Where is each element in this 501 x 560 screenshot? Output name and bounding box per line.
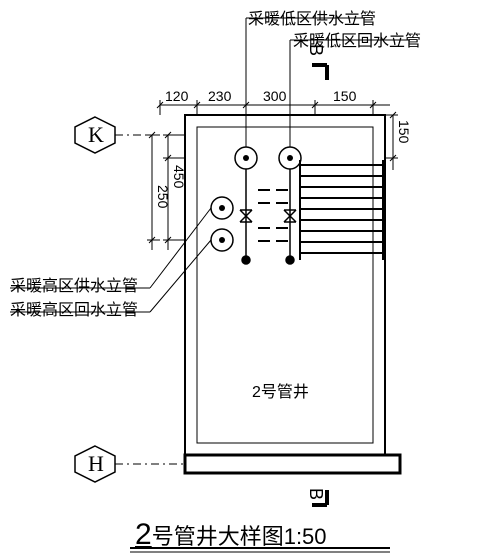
label-high-return: 采暖高区回水立管 <box>10 296 138 320</box>
valve-2 <box>284 169 296 264</box>
dim-top-4: 150 <box>333 88 356 104</box>
valve-1 <box>240 169 252 264</box>
grid-k-letter: K <box>88 122 104 148</box>
dim-top-2: 230 <box>208 88 231 104</box>
dash-marks <box>258 190 288 241</box>
stair <box>300 160 383 260</box>
room-label: 2号管井 <box>252 378 309 402</box>
title-scale: 1:50 <box>284 524 327 549</box>
title-number: 2 <box>135 518 152 551</box>
grid-h-letter: H <box>88 451 104 477</box>
section-b-bottom: B <box>305 488 326 500</box>
dim-left-2: 450 <box>171 165 187 188</box>
title-text: 号管井大样图 <box>152 524 284 549</box>
section-mark-top <box>312 65 327 80</box>
dim-top-3: 300 <box>263 88 286 104</box>
dim-top-1: 120 <box>165 88 188 104</box>
dim-right-1: 150 <box>396 120 412 143</box>
dim-left-1: 250 <box>155 185 171 208</box>
label-low-supply: 采暖低区供水立管 <box>248 5 376 29</box>
drawing-title: 2号管井大样图1:50 <box>135 518 327 552</box>
bottom-beam <box>185 455 400 473</box>
section-b-top: B <box>305 44 326 56</box>
label-high-supply: 采暖高区供水立管 <box>10 272 138 296</box>
